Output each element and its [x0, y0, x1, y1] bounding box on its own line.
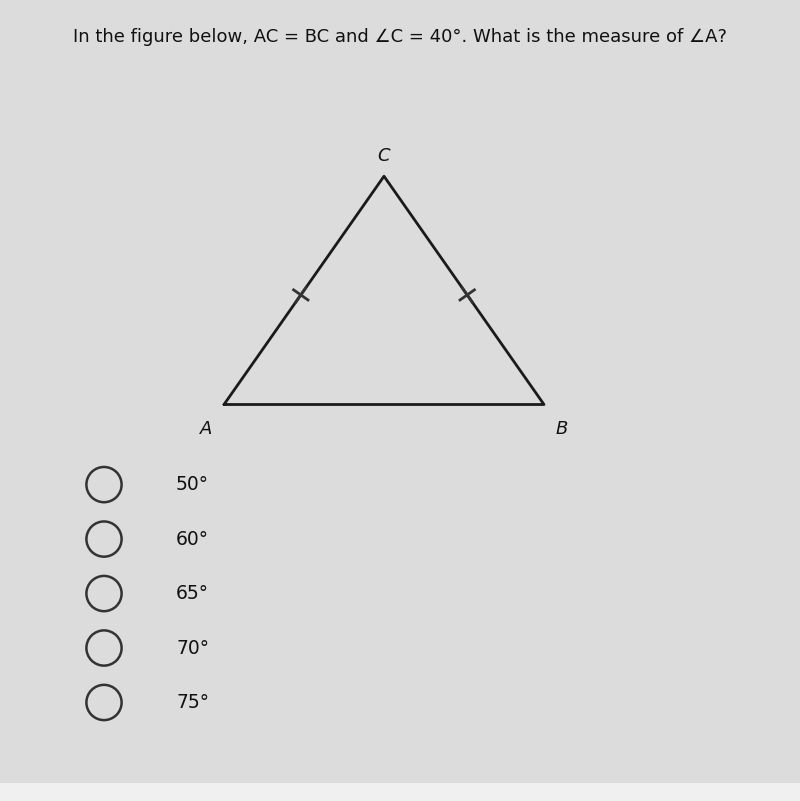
- Text: 65°: 65°: [176, 584, 209, 603]
- Text: In the figure below, AC = BC and ∠C = 40°. What is the measure of ∠A?: In the figure below, AC = BC and ∠C = 40…: [73, 28, 727, 46]
- Text: C: C: [378, 147, 390, 165]
- Text: 50°: 50°: [176, 475, 209, 494]
- Text: 60°: 60°: [176, 529, 209, 549]
- Text: A: A: [200, 420, 213, 437]
- Text: 75°: 75°: [176, 693, 209, 712]
- Text: B: B: [555, 420, 568, 437]
- Text: 70°: 70°: [176, 638, 209, 658]
- FancyBboxPatch shape: [0, 783, 800, 801]
